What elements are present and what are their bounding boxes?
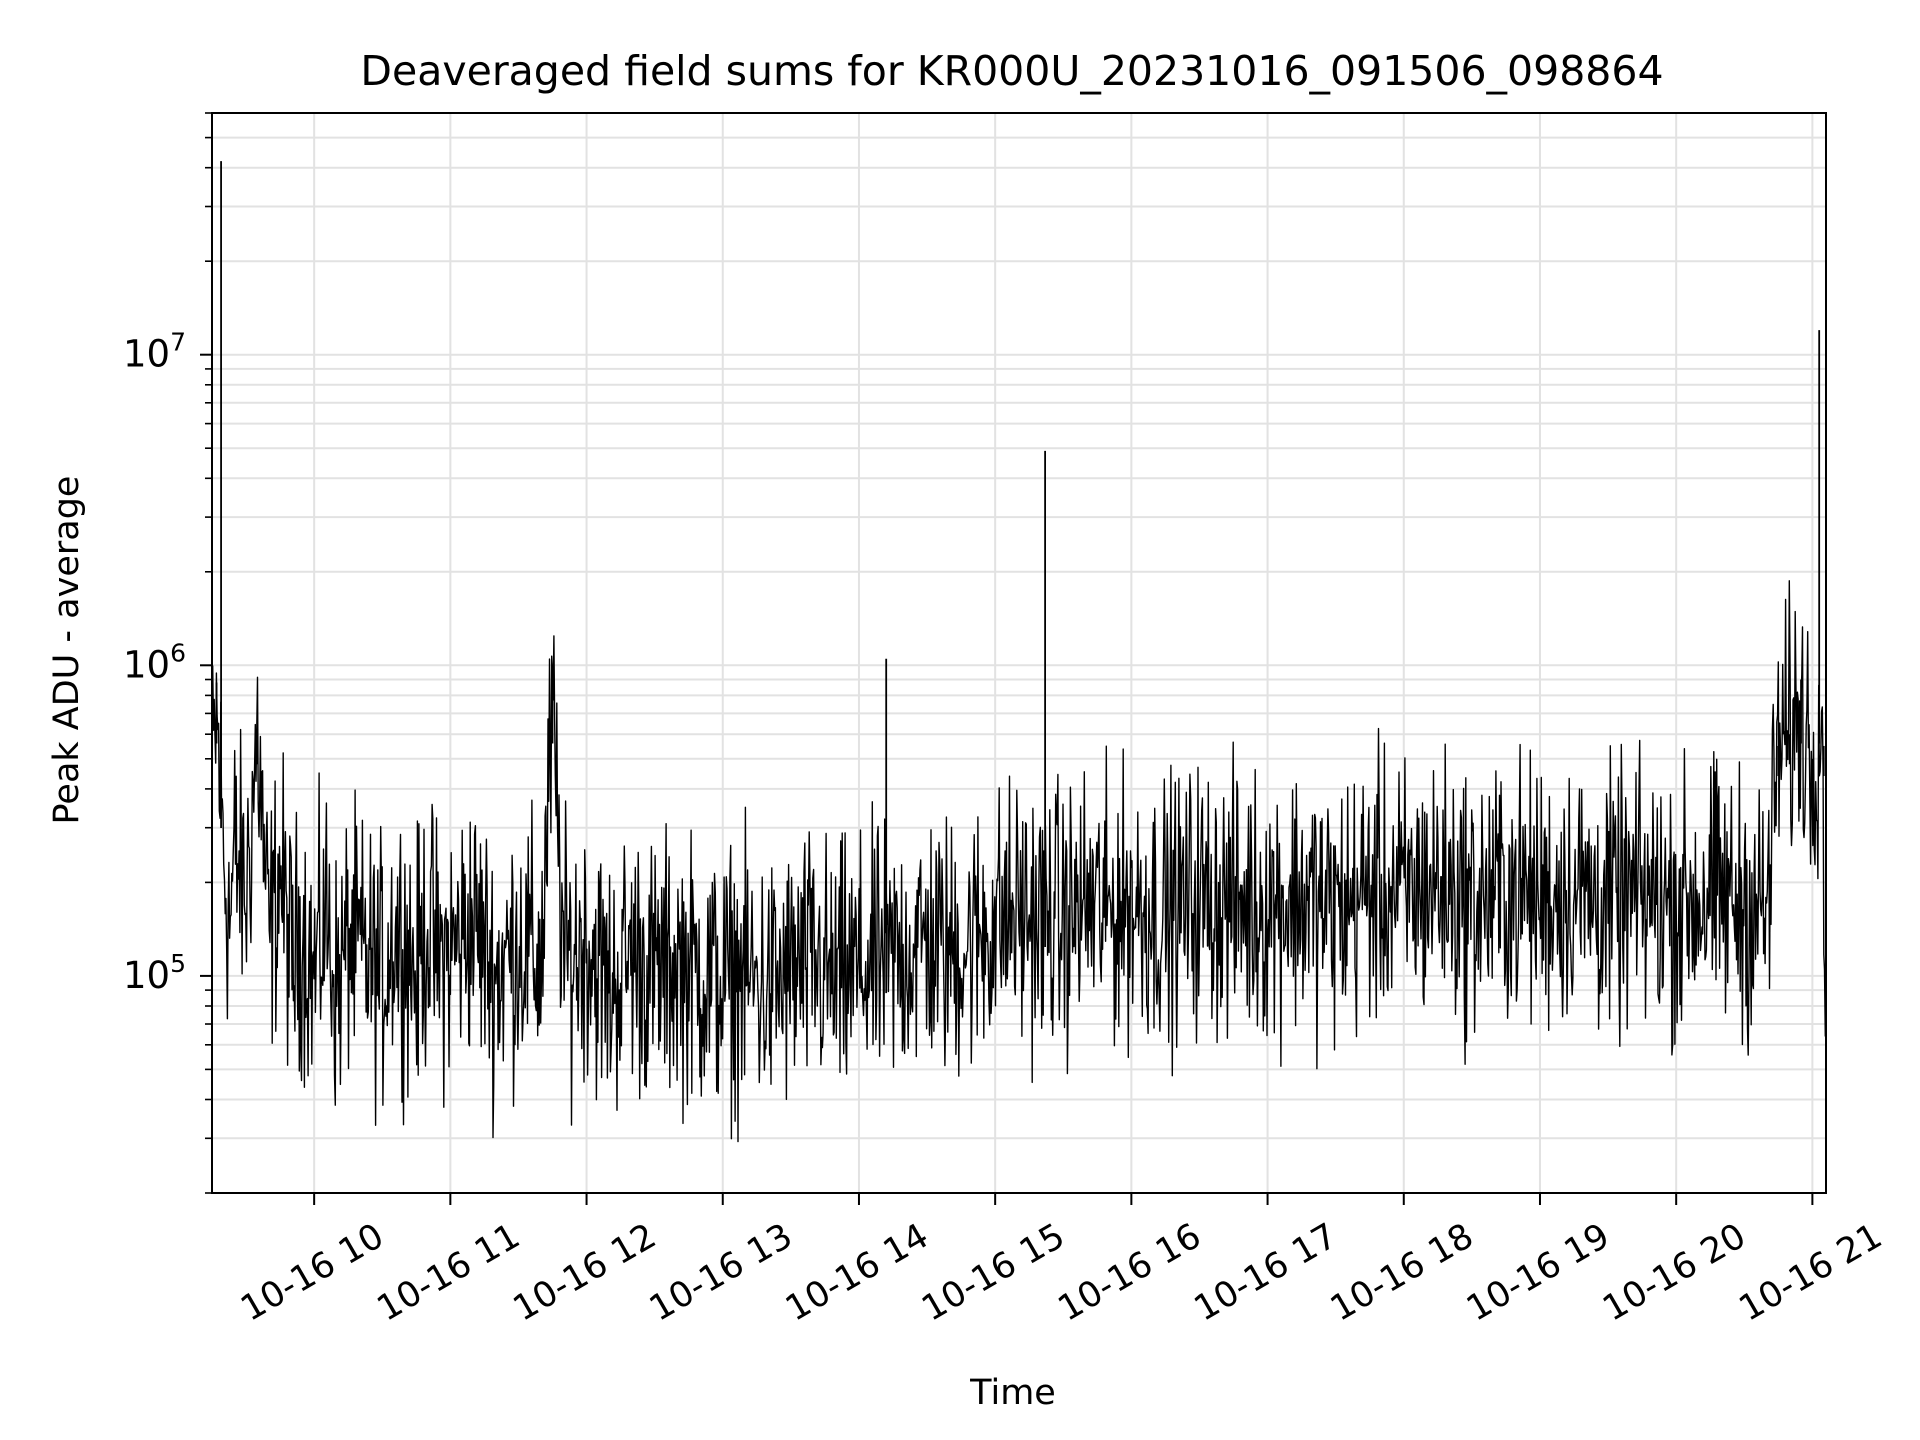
minor-gridlines [212,112,1826,1194]
x-tick-label: 10-16 20 [1596,1216,1752,1329]
x-tick-label: 10-16 18 [1324,1216,1480,1329]
x-tick-label: 10-16 16 [1052,1216,1208,1329]
data-series-line [211,161,1827,1143]
major-gridlines [212,113,1826,1193]
chart-title: Deaveraged field sums for KR000U_2023101… [360,47,1663,95]
y-axis-label: Peak ADU - average [47,476,87,825]
y-tick-labels: 105 106 107 [123,328,186,997]
x-tick-label: 10-16 11 [371,1216,527,1329]
series-noise-trace [211,580,1827,1143]
plot-frame [211,112,1827,1194]
x-tick-label: 10-16 19 [1460,1216,1616,1329]
x-tick-label: 10-16 17 [1188,1216,1344,1329]
x-tick-label: 10-16 13 [643,1216,799,1329]
x-tick-label: 10-16 21 [1733,1216,1889,1329]
axis-ticks [200,112,1814,1205]
x-tick-label: 10-16 14 [779,1216,935,1329]
x-tick-label: 10-16 15 [915,1216,1071,1329]
x-tick-label: 10-16 10 [234,1216,390,1329]
y-tick-label: 106 [123,638,186,686]
x-tick-label: 10-16 12 [507,1216,663,1329]
x-axis-label: Time [969,1373,1056,1413]
y-tick-label: 107 [123,328,186,376]
y-tick-label: 105 [123,949,186,997]
